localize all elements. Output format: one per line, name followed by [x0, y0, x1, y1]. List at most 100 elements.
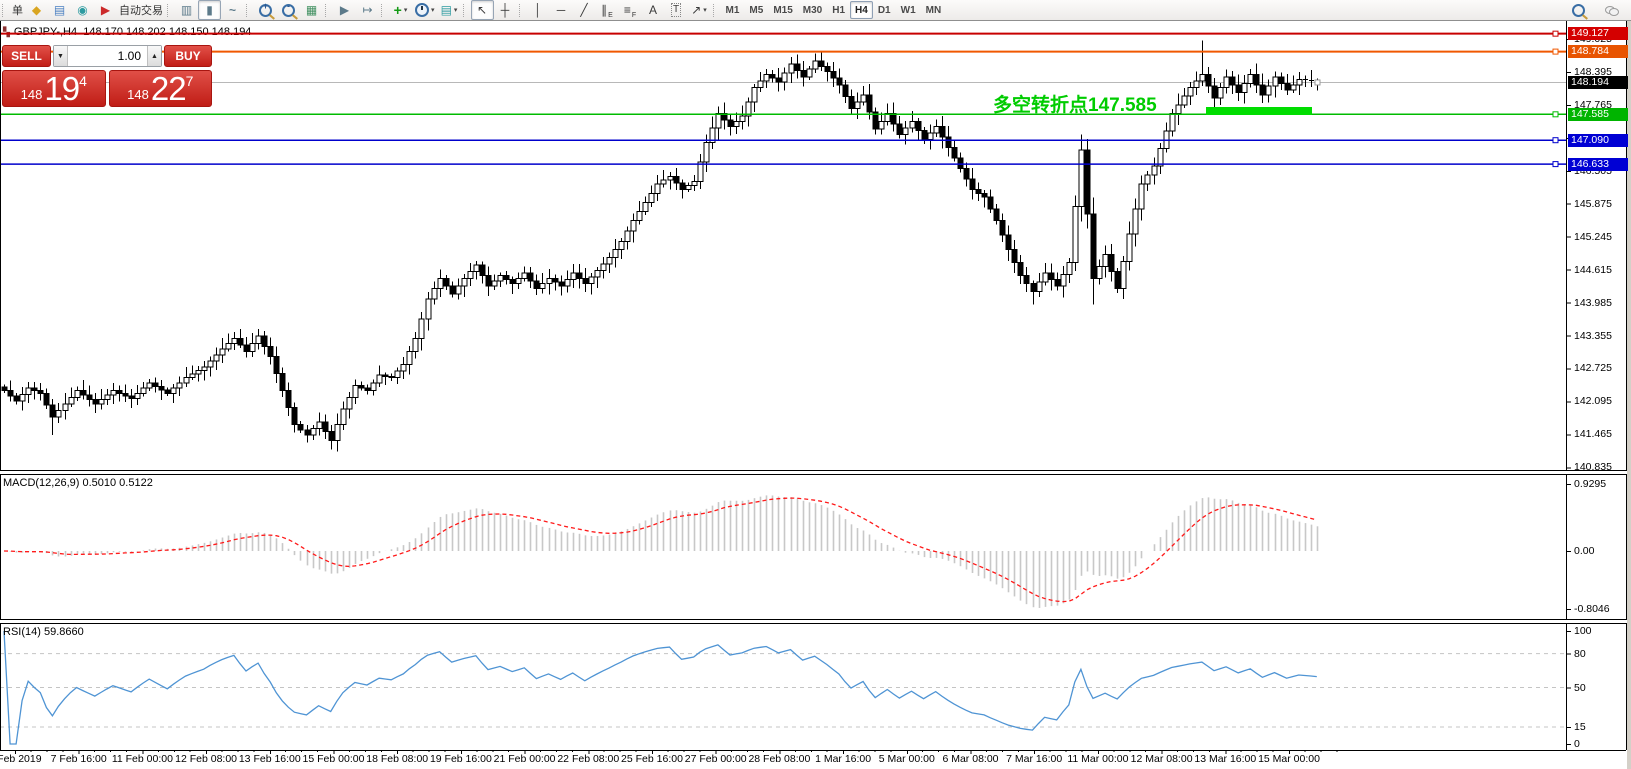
candle-body	[297, 424, 304, 431]
line-chart-icon[interactable]: ~	[228, 3, 236, 17]
one-click-price-row: 148 19 4 148 22 7	[2, 70, 212, 107]
toolbar-group-new-objects: + ▾ ▾ ▤ ▾	[389, 0, 461, 20]
bar-chart-icon[interactable]: ▥	[180, 3, 193, 17]
horizontal-line-icon[interactable]: ─	[556, 3, 566, 17]
timeframe-w1[interactable]: W1	[900, 4, 916, 16]
trendline-icon[interactable]: ╱	[580, 3, 588, 17]
candle-body	[140, 387, 147, 394]
buy-button[interactable]: BUY	[164, 45, 212, 67]
crosshair-icon[interactable]: ┼	[500, 3, 510, 17]
candle-body	[1235, 84, 1242, 94]
candle-body	[1211, 85, 1218, 99]
candle-body	[890, 113, 897, 125]
sell-button[interactable]: SELL	[2, 45, 51, 67]
candle-body	[98, 398, 105, 405]
macd-pane-divider[interactable]	[0, 470, 1627, 475]
toolbar-group-handle	[381, 3, 385, 17]
vertical-line-icon[interactable]: │	[534, 3, 542, 17]
candle-body	[1144, 174, 1151, 185]
candle-body	[539, 283, 546, 290]
timeframe-m5[interactable]: M5	[749, 4, 764, 16]
zoom-out-icon[interactable]: -	[277, 0, 300, 20]
timeframe-h1[interactable]: H1	[832, 4, 846, 16]
template-icon[interactable]: ▤ ▾	[440, 3, 458, 17]
level-line-handle[interactable]	[1552, 48, 1559, 55]
candle-body	[1205, 73, 1212, 87]
arrows-icon-caret[interactable]: ▾	[703, 7, 707, 14]
level-line-handle[interactable]	[1552, 161, 1559, 168]
strategy-tester-icon[interactable]: ◉	[77, 3, 88, 17]
timeframe-m15[interactable]: M15	[773, 4, 793, 16]
candle-body	[933, 126, 940, 134]
timeframe-m30[interactable]: M30	[802, 4, 823, 16]
cursor-icon[interactable]: ↖	[470, 0, 494, 20]
chart-shift-icon[interactable]: ↦	[362, 3, 373, 17]
candle-body	[794, 63, 801, 71]
candle-body	[346, 396, 353, 410]
candle-body	[975, 188, 982, 194]
candle-body	[963, 167, 970, 180]
periods-icon-caret[interactable]: ▾	[431, 7, 435, 14]
candle-body	[285, 390, 292, 409]
volume-decrease-button[interactable]: ▼	[54, 46, 68, 66]
candle-body	[552, 277, 559, 283]
price-tick-label: 142.725	[1574, 362, 1612, 375]
tile-windows-icon[interactable]: ▦	[305, 3, 318, 17]
search-icon[interactable]	[1567, 0, 1590, 20]
volume-field[interactable]: ▼ 1.00 ▲	[53, 45, 162, 67]
buy-price-display[interactable]: 148 22 7	[108, 70, 212, 107]
new-chart-icon[interactable]: + ▾	[393, 2, 408, 18]
candle-body	[1005, 234, 1012, 251]
timeframe-d1[interactable]: D1	[877, 4, 891, 16]
candle-body	[406, 350, 413, 366]
toolbar-group-handle	[325, 3, 329, 17]
candle-body	[485, 275, 492, 287]
template-icon-caret[interactable]: ▾	[453, 7, 458, 14]
toolbar-group-handle	[2, 3, 6, 17]
level-line-handle[interactable]	[1552, 137, 1559, 144]
rsi-pane-divider[interactable]	[0, 619, 1627, 624]
new-order-icon[interactable]: ◆	[31, 3, 42, 17]
level-line-handle[interactable]	[1552, 30, 1559, 37]
rsi-tick-label: 15	[1574, 721, 1586, 734]
text-icon[interactable]: A	[649, 3, 658, 17]
arrows-icon[interactable]: ↗ ▾	[691, 3, 707, 17]
candle-body	[824, 65, 831, 73]
candle-body	[1036, 281, 1043, 292]
pivot-highlight-bar[interactable]	[1206, 107, 1312, 115]
sell-price-sup: 4	[79, 73, 87, 89]
timeframe-h4[interactable]: H4	[850, 1, 873, 19]
candlestick-chart-icon[interactable]: ▮	[198, 0, 221, 20]
text-label-icon[interactable]: T	[670, 3, 682, 17]
volume-value[interactable]: 1.00	[117, 49, 141, 63]
candle-body	[503, 275, 510, 281]
charts-window-icon[interactable]: ▤	[53, 3, 66, 17]
chat-icon[interactable]	[1600, 0, 1623, 20]
fibonacci-icon[interactable]: ≡ F	[623, 3, 637, 19]
candle-body	[715, 113, 722, 129]
candle-body	[128, 395, 135, 400]
toolbar-group-chart-types: ▥ ▮ ~	[175, 0, 244, 20]
new-chart-icon-caret[interactable]: ▾	[403, 7, 408, 14]
periods-icon[interactable]: ▾	[412, 0, 438, 20]
candle-body	[709, 127, 716, 143]
auto-scroll-icon[interactable]: ▶	[339, 3, 350, 17]
candle-body	[987, 196, 994, 210]
candle-body	[927, 132, 934, 141]
equidistant-channel-icon[interactable]: ∥ E	[601, 3, 613, 19]
time-tick-label: 19 Feb 16:00	[429, 753, 492, 765]
sell-price-display[interactable]: 148 19 4	[2, 70, 106, 107]
level-line-handle[interactable]	[1552, 111, 1559, 118]
autotrading-icon[interactable]: ▶	[100, 3, 111, 17]
rsi-layer	[0, 630, 1566, 745]
volume-increase-button[interactable]: ▲	[147, 46, 161, 66]
candle-body	[461, 277, 468, 287]
zoom-in-icon[interactable]: +	[254, 0, 277, 20]
macd-label: MACD(12,26,9) 0.5010 0.5122	[3, 477, 153, 489]
price-tick-label: 145.875	[1574, 197, 1612, 210]
timeframe-mn[interactable]: MN	[925, 4, 942, 16]
rsi-tick-label: 80	[1574, 647, 1586, 660]
timeframe-m1[interactable]: M1	[725, 4, 740, 16]
price-tick-label: 145.245	[1574, 230, 1612, 243]
